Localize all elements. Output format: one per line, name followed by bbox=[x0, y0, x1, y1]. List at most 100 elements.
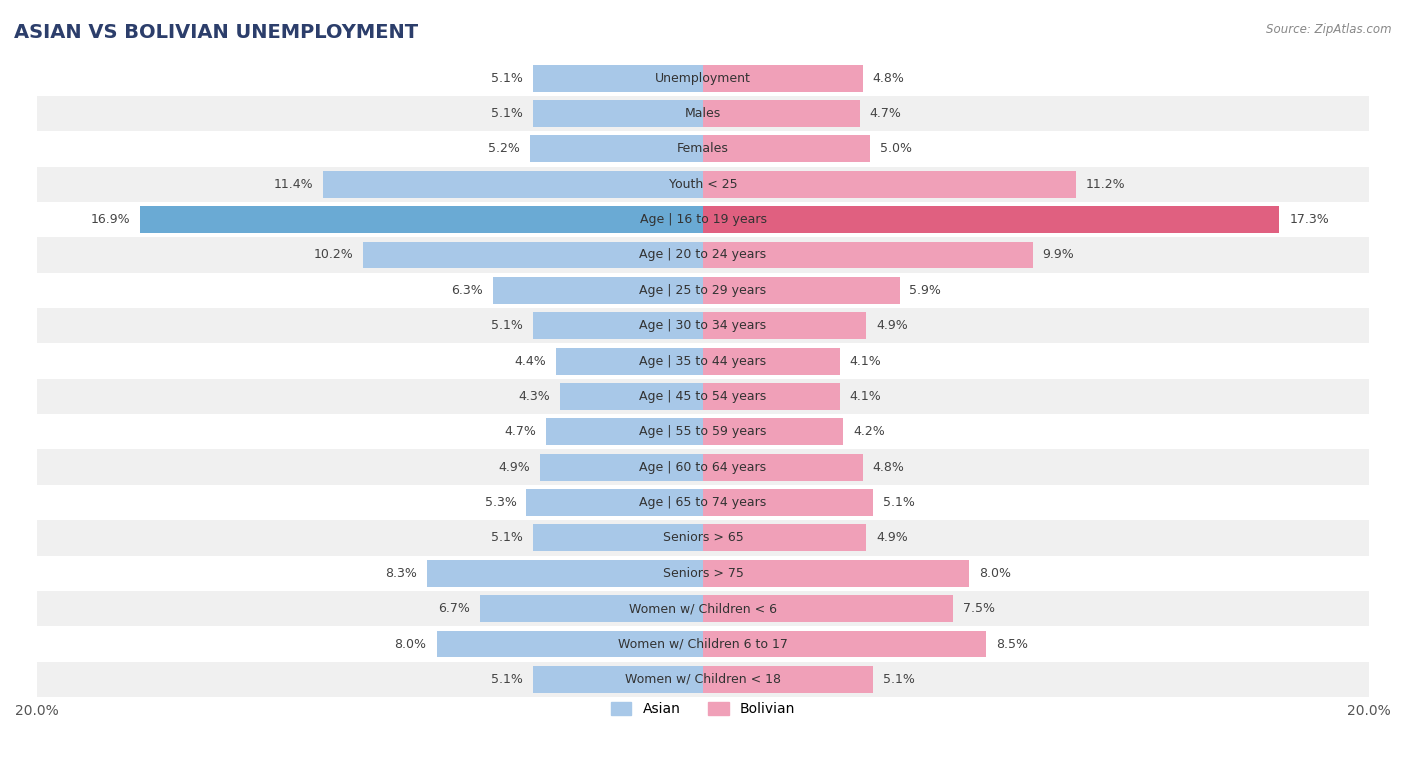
Bar bbox=[37, 662, 1369, 697]
Text: Age | 35 to 44 years: Age | 35 to 44 years bbox=[640, 354, 766, 368]
Bar bbox=[37, 237, 1369, 273]
Text: 6.3%: 6.3% bbox=[451, 284, 484, 297]
Text: Unemployment: Unemployment bbox=[655, 72, 751, 85]
Text: 4.1%: 4.1% bbox=[849, 390, 882, 403]
Text: Seniors > 65: Seniors > 65 bbox=[662, 531, 744, 544]
Text: Age | 16 to 19 years: Age | 16 to 19 years bbox=[640, 213, 766, 226]
Bar bbox=[557, 347, 703, 375]
Bar bbox=[703, 312, 866, 339]
Bar bbox=[37, 273, 1369, 308]
Bar bbox=[37, 202, 1369, 237]
Text: 5.9%: 5.9% bbox=[910, 284, 942, 297]
Text: 8.0%: 8.0% bbox=[395, 637, 426, 650]
Bar bbox=[703, 631, 986, 658]
Bar bbox=[703, 64, 863, 92]
Text: Women w/ Children < 6: Women w/ Children < 6 bbox=[628, 602, 778, 615]
Bar bbox=[436, 631, 703, 658]
Bar bbox=[37, 61, 1369, 96]
Bar bbox=[37, 131, 1369, 167]
Bar bbox=[37, 520, 1369, 556]
Text: Youth < 25: Youth < 25 bbox=[669, 178, 737, 191]
Bar bbox=[703, 347, 839, 375]
Text: 9.9%: 9.9% bbox=[1043, 248, 1074, 261]
Text: 4.9%: 4.9% bbox=[498, 461, 530, 474]
Bar bbox=[37, 378, 1369, 414]
Bar bbox=[533, 64, 703, 92]
Text: 5.1%: 5.1% bbox=[491, 319, 523, 332]
Bar bbox=[37, 450, 1369, 485]
Text: 4.2%: 4.2% bbox=[853, 425, 884, 438]
Text: 4.8%: 4.8% bbox=[873, 461, 904, 474]
Bar bbox=[540, 453, 703, 481]
Bar bbox=[703, 277, 900, 304]
Bar bbox=[37, 591, 1369, 626]
Bar bbox=[703, 453, 863, 481]
Bar bbox=[703, 595, 953, 622]
Bar bbox=[479, 595, 703, 622]
Text: 6.7%: 6.7% bbox=[439, 602, 470, 615]
Text: 5.1%: 5.1% bbox=[491, 107, 523, 120]
Text: 5.3%: 5.3% bbox=[485, 496, 516, 509]
Text: 5.0%: 5.0% bbox=[880, 142, 911, 155]
Text: 5.1%: 5.1% bbox=[883, 496, 915, 509]
Bar bbox=[530, 136, 703, 162]
Bar bbox=[37, 414, 1369, 450]
Bar bbox=[703, 525, 866, 551]
Text: Males: Males bbox=[685, 107, 721, 120]
Text: 10.2%: 10.2% bbox=[314, 248, 353, 261]
Text: 4.1%: 4.1% bbox=[849, 354, 882, 368]
Text: Age | 25 to 29 years: Age | 25 to 29 years bbox=[640, 284, 766, 297]
Bar bbox=[703, 136, 869, 162]
Bar bbox=[703, 171, 1076, 198]
Bar bbox=[533, 100, 703, 127]
Text: Source: ZipAtlas.com: Source: ZipAtlas.com bbox=[1267, 23, 1392, 36]
Text: 4.7%: 4.7% bbox=[505, 425, 537, 438]
Text: 17.3%: 17.3% bbox=[1289, 213, 1329, 226]
Bar bbox=[703, 383, 839, 410]
Text: 4.9%: 4.9% bbox=[876, 319, 908, 332]
Text: 4.3%: 4.3% bbox=[517, 390, 550, 403]
Text: 4.9%: 4.9% bbox=[876, 531, 908, 544]
Text: 5.1%: 5.1% bbox=[491, 531, 523, 544]
Bar bbox=[703, 489, 873, 516]
Text: 4.8%: 4.8% bbox=[873, 72, 904, 85]
Text: 5.1%: 5.1% bbox=[883, 673, 915, 686]
Text: Women w/ Children 6 to 17: Women w/ Children 6 to 17 bbox=[619, 637, 787, 650]
Bar bbox=[37, 344, 1369, 378]
Text: 5.1%: 5.1% bbox=[491, 72, 523, 85]
Bar bbox=[494, 277, 703, 304]
Text: 11.2%: 11.2% bbox=[1085, 178, 1126, 191]
Text: Age | 65 to 74 years: Age | 65 to 74 years bbox=[640, 496, 766, 509]
Bar bbox=[37, 96, 1369, 131]
Bar bbox=[703, 100, 859, 127]
Bar bbox=[37, 626, 1369, 662]
Text: Age | 55 to 59 years: Age | 55 to 59 years bbox=[640, 425, 766, 438]
Bar bbox=[533, 525, 703, 551]
Bar bbox=[703, 206, 1279, 233]
Bar bbox=[533, 312, 703, 339]
Bar bbox=[426, 560, 703, 587]
Bar bbox=[37, 308, 1369, 344]
Text: 11.4%: 11.4% bbox=[274, 178, 314, 191]
Text: Age | 45 to 54 years: Age | 45 to 54 years bbox=[640, 390, 766, 403]
Text: Age | 60 to 64 years: Age | 60 to 64 years bbox=[640, 461, 766, 474]
Text: Age | 30 to 34 years: Age | 30 to 34 years bbox=[640, 319, 766, 332]
Bar bbox=[37, 167, 1369, 202]
Bar bbox=[363, 241, 703, 269]
Bar bbox=[703, 666, 873, 693]
Bar bbox=[703, 419, 842, 445]
Legend: Asian, Bolivian: Asian, Bolivian bbox=[605, 697, 801, 722]
Bar bbox=[547, 419, 703, 445]
Text: 4.7%: 4.7% bbox=[869, 107, 901, 120]
Text: 5.1%: 5.1% bbox=[491, 673, 523, 686]
Text: Age | 20 to 24 years: Age | 20 to 24 years bbox=[640, 248, 766, 261]
Text: 5.2%: 5.2% bbox=[488, 142, 520, 155]
Text: 8.3%: 8.3% bbox=[385, 567, 416, 580]
Bar bbox=[323, 171, 703, 198]
Bar bbox=[703, 560, 970, 587]
Bar bbox=[703, 241, 1033, 269]
Bar bbox=[560, 383, 703, 410]
Bar bbox=[37, 485, 1369, 520]
Text: 4.4%: 4.4% bbox=[515, 354, 547, 368]
Text: Women w/ Children < 18: Women w/ Children < 18 bbox=[626, 673, 780, 686]
